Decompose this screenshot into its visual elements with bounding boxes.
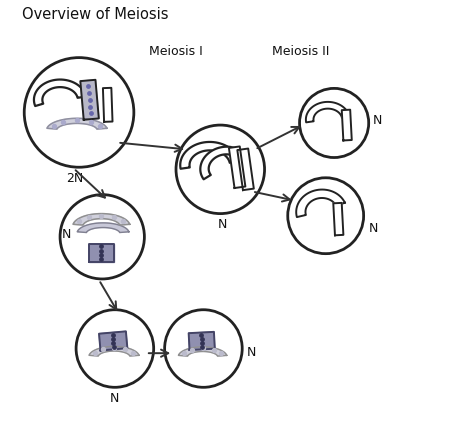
Polygon shape [89, 346, 139, 356]
Point [122, 346, 129, 353]
Point [76, 218, 83, 225]
Text: N: N [218, 218, 227, 231]
Point [198, 340, 206, 346]
Point [87, 103, 94, 110]
Point [218, 350, 225, 357]
Point [91, 349, 98, 356]
Point [73, 117, 80, 124]
Point [109, 332, 116, 338]
Polygon shape [296, 190, 345, 217]
Text: N: N [110, 392, 119, 404]
Point [98, 247, 105, 254]
Point [199, 345, 206, 352]
Polygon shape [99, 331, 128, 351]
Text: N: N [369, 222, 378, 235]
Point [110, 340, 117, 346]
Text: Meiosis I: Meiosis I [149, 45, 203, 58]
Polygon shape [34, 80, 86, 106]
Polygon shape [342, 110, 352, 140]
Point [87, 118, 94, 125]
Polygon shape [80, 80, 99, 120]
Point [98, 243, 105, 250]
Polygon shape [238, 148, 254, 190]
Point [85, 214, 92, 220]
Polygon shape [47, 118, 107, 129]
Polygon shape [77, 223, 129, 233]
Point [60, 118, 67, 125]
Point [85, 83, 92, 90]
Point [130, 349, 137, 356]
Polygon shape [200, 147, 245, 179]
Text: N: N [247, 346, 256, 359]
Point [50, 122, 57, 129]
Text: N: N [373, 114, 382, 127]
Polygon shape [306, 102, 349, 122]
Point [180, 350, 187, 357]
Polygon shape [333, 203, 343, 235]
Text: N: N [62, 228, 71, 241]
Point [85, 90, 92, 96]
Point [110, 343, 117, 350]
Point [98, 256, 105, 263]
Polygon shape [229, 146, 246, 188]
Point [210, 346, 217, 353]
Polygon shape [103, 88, 113, 122]
Point [198, 335, 205, 342]
Text: Overview of Meiosis: Overview of Meiosis [22, 7, 169, 22]
Text: 2N: 2N [66, 172, 84, 185]
Polygon shape [180, 142, 239, 169]
Point [111, 214, 118, 220]
Point [87, 110, 94, 117]
Point [98, 212, 105, 219]
Polygon shape [178, 347, 227, 356]
Point [198, 332, 205, 338]
Point [99, 346, 106, 353]
Polygon shape [73, 214, 130, 225]
Point [198, 343, 206, 350]
Point [120, 218, 127, 225]
Point [188, 346, 195, 353]
Point [97, 122, 104, 129]
Polygon shape [89, 244, 114, 262]
Polygon shape [189, 332, 215, 350]
Point [86, 96, 93, 103]
Point [110, 345, 118, 352]
Point [110, 335, 117, 342]
Text: Meiosis II: Meiosis II [272, 45, 329, 58]
Point [98, 252, 105, 258]
